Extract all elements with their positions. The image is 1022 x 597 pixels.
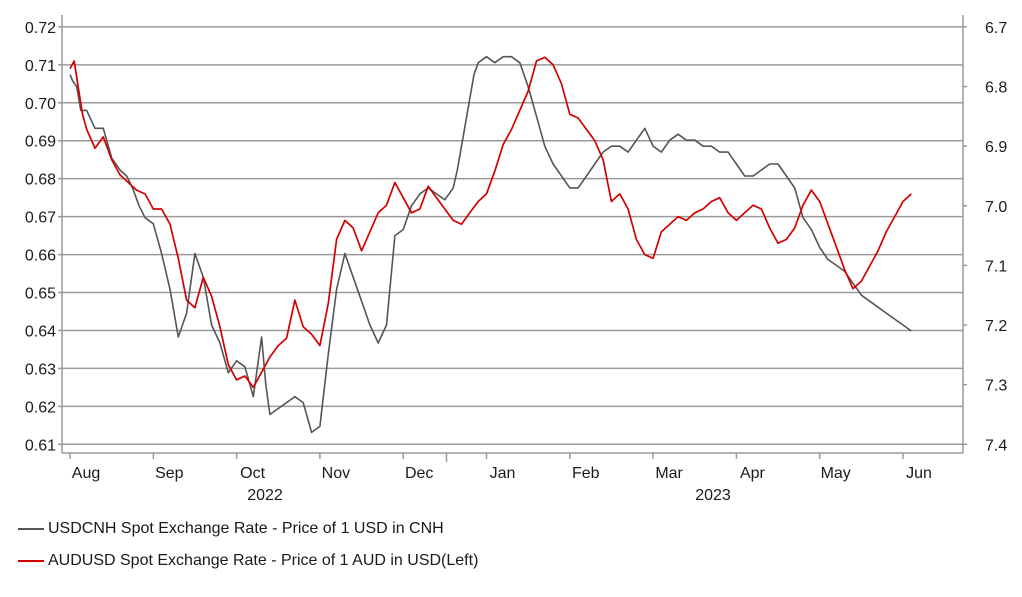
x-year-label-2022: 2022	[247, 487, 283, 504]
x-tick-label: Apr	[740, 465, 766, 482]
left-tick-label: 0.66	[25, 248, 56, 265]
right-tick-label: 7.0	[985, 199, 1007, 216]
left-tick-label: 0.71	[25, 58, 56, 75]
left-tick-label: 0.68	[25, 172, 56, 189]
left-tick-label: 0.67	[25, 210, 56, 227]
left-tick-label: 0.72	[25, 20, 56, 37]
right-tick-label: 7.2	[985, 318, 1007, 335]
left-tick-label: 0.65	[25, 286, 56, 303]
left-tick-label: 0.64	[25, 323, 56, 340]
right-tick-label: 7.3	[985, 378, 1007, 395]
left-tick-label: 0.61	[25, 437, 56, 454]
legend-swatch-usdcnh	[18, 528, 44, 530]
legend-label-audusd: AUDUSD Spot Exchange Rate - Price of 1 A…	[48, 552, 479, 569]
legend-item-audusd: AUDUSD Spot Exchange Rate - Price of 1 A…	[18, 552, 478, 570]
x-year-label-2023: 2023	[695, 487, 731, 504]
right-tick-label: 6.7	[985, 20, 1007, 37]
legend-item-usdcnh: USDCNH Spot Exchange Rate - Price of 1 U…	[18, 520, 444, 538]
series-line-audusd	[69, 56, 912, 389]
left-tick-label: 0.62	[25, 399, 56, 416]
x-tick-label: May	[821, 465, 851, 482]
x-tick-label: Nov	[322, 465, 350, 482]
x-tick-label: Aug	[72, 465, 100, 482]
right-tick-label: 7.1	[985, 258, 1007, 275]
chart-area: 0.72 0.71 0.70 0.69 0.68 0.67 0.66 0.65 0.64 0.63…	[25, 15, 1007, 504]
x-tick-label: Oct	[240, 465, 265, 482]
left-tick-label: 0.63	[25, 361, 56, 378]
legend-swatch-audusd	[18, 560, 44, 562]
x-tick-label: Mar	[655, 465, 683, 482]
series-line-usdcnh	[69, 55, 912, 434]
x-tick-label: Jan	[490, 465, 516, 482]
x-tick-label: Feb	[572, 465, 600, 482]
x-tick-label: Jun	[906, 465, 932, 482]
left-tick-label: 0.69	[25, 134, 56, 151]
x-tick-label: Sep	[155, 465, 184, 482]
legend-label-usdcnh: USDCNH Spot Exchange Rate - Price of 1 U…	[48, 520, 444, 537]
right-tick-label: 6.8	[985, 80, 1007, 97]
right-tick-label: 6.9	[985, 139, 1007, 156]
left-tick-label: 0.70	[25, 96, 56, 113]
x-tick-label: Dec	[405, 465, 433, 482]
right-tick-label: 7.4	[985, 437, 1007, 454]
